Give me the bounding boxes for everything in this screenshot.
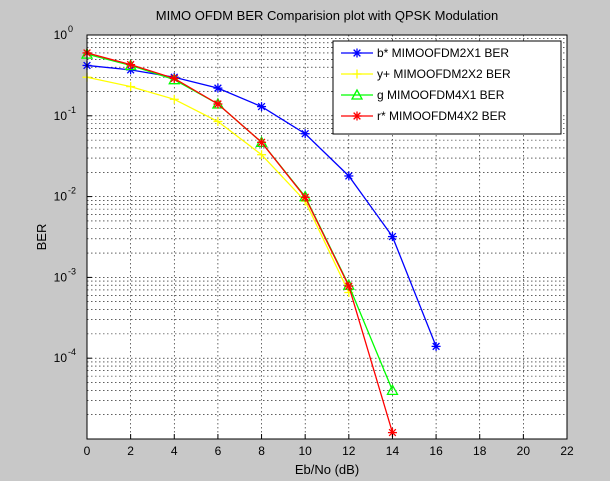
data-point-stroke [344,172,353,180]
y-tick-exponent: -4 [68,347,76,357]
data-point [213,83,223,93]
data-point [257,102,267,112]
data-point-stroke [214,100,222,108]
legend-label: g MIMOOFDM4X1 BER [377,88,505,102]
x-tick-label: 14 [386,444,400,458]
data-point [257,137,267,147]
x-tick-label: 8 [258,444,265,458]
x-tick-label: 6 [215,444,222,458]
series-3 [82,48,397,438]
series-layer [80,47,441,438]
x-tick-label: 12 [342,444,356,458]
data-point-stroke [388,232,397,241]
x-tick-label: 22 [560,444,574,458]
y-tick-label: 10 [54,270,68,284]
data-point [169,94,179,104]
y-tick-label: 10 [54,28,68,42]
data-point-stroke [170,74,179,83]
series-line [86,52,394,433]
plot-frame [86,34,568,440]
legend-marker [352,111,362,121]
chart-title: MIMO OFDM BER Comparision plot with QPSK… [156,8,498,23]
data-point-stroke [344,282,353,290]
data-point [386,384,399,396]
data-point-stroke [388,428,397,437]
legend-marker [352,48,362,58]
series-0 [82,60,441,351]
data-point [213,117,223,127]
x-tick-labels: 0 2 4 6 8 10 12 14 16 18 20 22 [84,434,574,458]
y-tick-exponent: -2 [68,186,76,196]
y-tick-exponent: -3 [68,266,76,276]
data-point-stroke [257,138,266,147]
legend-box [332,40,562,135]
legend: b* MIMOOFDM2X1 BER y+ MIMOOFDM2X2 BER g MI… [332,40,562,135]
data-point [126,82,136,92]
data-point [257,150,267,160]
data-point [126,60,136,70]
y-tick-label: 10 [54,109,68,123]
legend-marker [352,69,362,79]
legend-label: b* MIMOOFDM2X1 BER [377,46,509,60]
legend-marker-stroke [353,49,361,57]
data-point-stroke [214,84,222,92]
y-axis-label: BER [34,224,49,251]
data-point [387,232,397,242]
data-point [300,192,310,202]
x-tick-label: 16 [429,444,443,458]
y-tick-exponent: -1 [68,105,76,115]
x-tick-label: 20 [517,444,531,458]
data-point-stroke [432,342,440,351]
legend-label: y+ MIMOOFDM2X2 BER [377,67,511,81]
legend-label: r* MIMOOFDM4X2 BER [377,109,507,123]
x-tick-label: 4 [171,444,178,458]
data-point-stroke [301,193,310,202]
y-tick-label: 10 [54,351,68,365]
data-point [169,73,179,83]
x-tick-label: 18 [473,444,487,458]
data-point [213,99,223,109]
x-tick-label: 2 [127,444,134,458]
x-axis-label: Eb/No (dB) [295,462,359,477]
data-point-stroke [301,129,310,138]
x-tick-label: 10 [299,444,313,458]
data-point [344,281,354,291]
y-tick-exponent: 0 [68,24,73,34]
y-tick-label: 10 [54,190,68,204]
data-point [431,341,441,351]
data-point [344,171,354,181]
legend-marker-stroke [353,112,361,120]
data-point [300,129,310,139]
x-tick-label: 0 [84,444,91,458]
data-point-stroke [126,60,135,69]
legend-marker [350,88,364,100]
data-point-stroke [257,102,266,111]
